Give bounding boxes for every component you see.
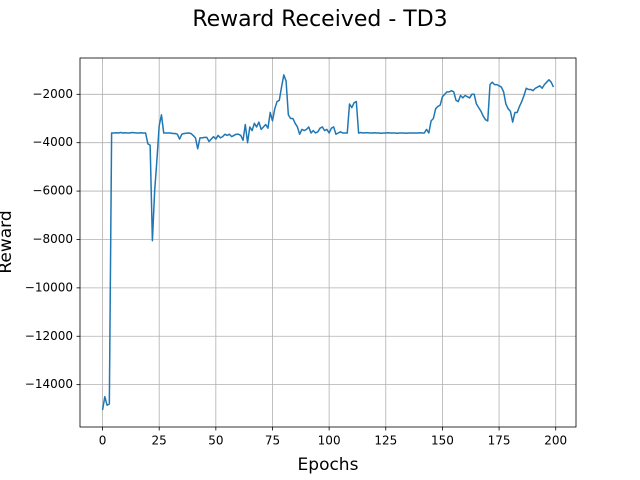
y-tick-label: −14000 (25, 377, 73, 391)
x-tick-label: 100 (318, 434, 341, 448)
y-tick-label: −4000 (32, 135, 73, 149)
data-line (101, 74, 555, 411)
chart-title: Reward Received - TD3 (192, 7, 447, 32)
x-tick-label: 0 (99, 434, 107, 448)
x-tick-label: 75 (265, 434, 280, 448)
x-tick-label: 150 (431, 434, 454, 448)
x-axis-label: Epochs (298, 455, 359, 475)
y-tick-label: −6000 (32, 184, 73, 198)
x-tick-label: 175 (488, 434, 511, 448)
y-axis-label: Reward (0, 210, 16, 273)
x-tick-label: 200 (544, 434, 567, 448)
x-tick-label: 25 (152, 434, 167, 448)
plot-frame (79, 57, 577, 428)
y-tick-label: −10000 (25, 280, 73, 294)
x-tick-label: 125 (374, 434, 397, 448)
y-tick-label: −2000 (32, 87, 73, 101)
y-tick-label: −12000 (25, 329, 73, 343)
y-tick-label: −8000 (32, 232, 73, 246)
x-tick-label: 50 (208, 434, 223, 448)
